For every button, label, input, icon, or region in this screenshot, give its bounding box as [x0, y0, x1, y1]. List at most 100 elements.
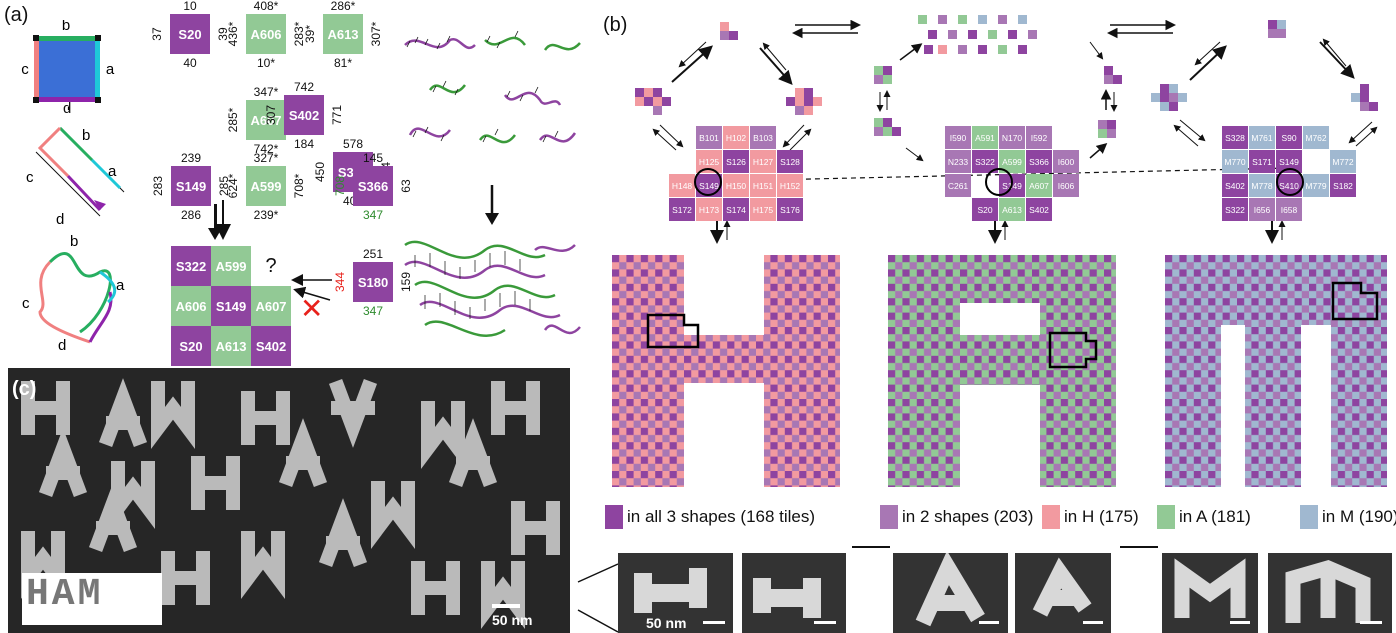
tile-s20: S20 [170, 14, 210, 54]
seed-tile: S366 [1026, 150, 1052, 173]
divider-line [852, 546, 890, 548]
tile-a606: A606 [246, 14, 286, 54]
seed-tile: A591 [972, 126, 998, 149]
legend-swatch-M [1300, 505, 1318, 529]
tile-top-number: 347* [253, 85, 279, 99]
reaction-diagram [635, 15, 1378, 244]
legend-label-M: in M (190) [1322, 507, 1396, 526]
seed-tile: H152 [777, 174, 803, 197]
svg-text:c: c [21, 61, 29, 78]
seed-tile: S172 [669, 198, 695, 221]
seed-tile: M761 [1249, 126, 1275, 149]
legend-label-all3: in all 3 shapes (168 tiles) [627, 507, 816, 526]
tile-left-number: 39* [303, 24, 317, 44]
tile-s366: S366 [353, 166, 393, 206]
legend-swatch-two [880, 505, 898, 529]
tile-right-number: 708* [292, 173, 306, 199]
seed-tile: M770 [1222, 150, 1248, 173]
legend-swatch-all3 [605, 505, 623, 529]
seed-tile: N233 [945, 150, 971, 173]
assembly-arrows: ✕ [215, 200, 332, 324]
svg-text:✕: ✕ [300, 293, 323, 324]
grid-tile: S20 [171, 326, 211, 366]
svg-text:a: a [106, 61, 115, 78]
tile-right-number: 771 [330, 104, 344, 126]
helix-diagram: b a c d [22, 233, 125, 352]
seed-tile: M779 [1303, 174, 1329, 197]
arrow-down-icon [214, 204, 217, 232]
tile-left-number: 307 [264, 104, 278, 126]
seed-tile: A607 [1026, 174, 1052, 197]
seed-tile: S90 [1276, 126, 1302, 149]
seed-tile: H125 [696, 150, 722, 173]
tile-bottom-number: 286 [180, 208, 202, 222]
tile-top-number: 251 [362, 247, 384, 261]
svg-text:c: c [22, 295, 30, 312]
legend-swatch-H [1042, 505, 1060, 529]
svg-text:b: b [70, 233, 78, 250]
afm-image [8, 368, 570, 633]
seed-tile: S328 [1222, 126, 1248, 149]
highlight-circle [694, 168, 722, 196]
scalebar-main-label: 50 nm [492, 612, 533, 628]
seed-tile: B101 [696, 126, 722, 149]
seed-tile: H150 [723, 174, 749, 197]
afm-inset-m2 [1268, 553, 1392, 633]
seed-tile: S149 [1276, 150, 1302, 173]
afm-inset-a2 [1015, 553, 1111, 633]
seed-tile: I600 [1053, 150, 1079, 173]
svg-text:c: c [26, 169, 34, 186]
tile-top-number: 239 [180, 151, 202, 165]
seed-tile: S402 [1026, 198, 1052, 221]
afm-inset-a1 [893, 553, 1008, 633]
seed-tile: A613 [999, 198, 1025, 221]
afm-inset-h1 [618, 553, 733, 633]
tile-left-number: 344 [333, 271, 347, 293]
grid-tile: S149 [211, 286, 251, 326]
letter-shape-h [612, 255, 840, 487]
zoom-connector [577, 563, 619, 633]
seed-tile: H102 [723, 126, 749, 149]
svg-text:b: b [82, 127, 90, 144]
panel-label-a: (a) [4, 4, 29, 26]
tile-square-diagram: b a c d [21, 20, 115, 110]
seed-tile: H173 [696, 198, 722, 221]
tile-right-number: 307* [369, 21, 383, 47]
legend-label-H: in H (175) [1064, 507, 1139, 526]
seed-tile: I592 [1026, 126, 1052, 149]
dna-structures [404, 30, 581, 337]
tile-right-number: 63 [399, 179, 413, 193]
seed-tile: S171 [1249, 150, 1275, 173]
seed-tile: S128 [777, 150, 803, 173]
tile-top-number: 578 [342, 137, 364, 151]
tile-top-number: 742 [293, 80, 315, 94]
tile-top-number: 327* [253, 151, 279, 165]
seed-tile: S322 [972, 150, 998, 173]
panel-label-b: (b) [603, 14, 628, 36]
grid-tile: A607 [251, 286, 291, 326]
seed-tile: H151 [750, 174, 776, 197]
seed-tile: I656 [1249, 198, 1275, 221]
tile-bottom-number: 347 [362, 208, 384, 222]
grid-tile: A606 [171, 286, 211, 326]
seed-tile: H175 [750, 198, 776, 221]
tile-left-number: 708 [333, 175, 347, 197]
seed-tile: S126 [723, 150, 749, 173]
legend-label-two: in 2 shapes (203) [902, 507, 1034, 526]
highlight-circle [1276, 168, 1304, 196]
svg-text:d: d [58, 337, 66, 352]
afm-inset-m1 [1162, 553, 1258, 633]
tile-bottom-number: 742* [253, 142, 279, 156]
legend-label-A: in A (181) [1179, 507, 1251, 526]
divider-line-2 [1120, 546, 1158, 548]
tile-left-number: 283 [151, 175, 165, 197]
seed-tile: S176 [777, 198, 803, 221]
scalebar-inset-label: 50 nm [646, 615, 687, 631]
seed-tile: N170 [999, 126, 1025, 149]
letter-shape-a [888, 255, 1116, 487]
seed-tile: H127 [750, 150, 776, 173]
seed-tile: I606 [1053, 174, 1079, 197]
svg-text:a: a [116, 277, 125, 294]
seed-tile: C261 [945, 174, 971, 197]
assembled-grid-3x3: S322 A599? A606 S149 A607 S20 A613 S402 [171, 246, 291, 366]
